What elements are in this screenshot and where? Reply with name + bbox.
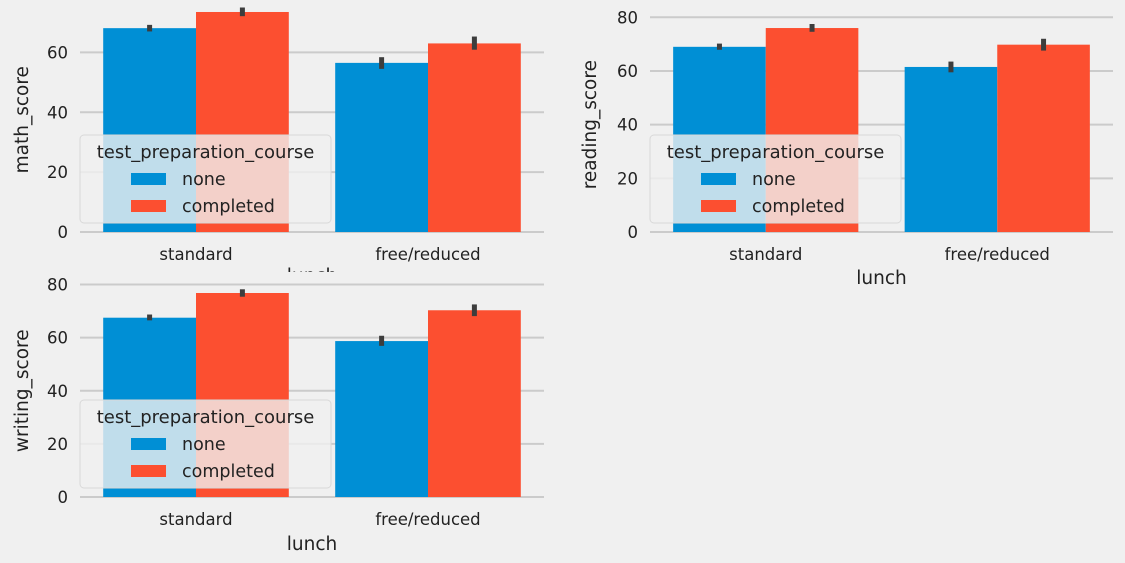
y-tick-label: 60 bbox=[617, 62, 638, 81]
legend-title: test_preparation_course bbox=[97, 142, 315, 163]
legend-label: completed bbox=[182, 197, 275, 217]
chart-panel-3: 0 20 40 60 80 standard free/reduced lunch writin… bbox=[12, 276, 544, 555]
legend-swatch bbox=[131, 438, 166, 450]
x-axis-label: lunch bbox=[856, 268, 907, 289]
legend-title: test_preparation_course bbox=[97, 407, 315, 428]
y-tick-label: 0 bbox=[628, 223, 639, 242]
y-tick-label: 0 bbox=[58, 488, 69, 507]
y-axis-label: reading_score bbox=[580, 60, 601, 189]
bar-none-free/reduced bbox=[335, 62, 428, 233]
x-tick-label: standard bbox=[159, 245, 232, 264]
legend-label: none bbox=[182, 435, 226, 455]
chart-panel-1: 0 20 40 60 standard free/reduced lunch math_sco… bbox=[12, 7, 544, 287]
y-tick-label: 80 bbox=[617, 8, 638, 27]
x-tick-label: free/reduced bbox=[375, 510, 480, 529]
x-tick-label: standard bbox=[729, 245, 802, 264]
bar-completed-free/reduced bbox=[428, 43, 521, 232]
y-tick-label: 40 bbox=[47, 382, 68, 401]
y-tick-label: 60 bbox=[47, 329, 68, 348]
legend-title: test_preparation_course bbox=[667, 142, 885, 163]
y-tick-label: 40 bbox=[617, 116, 638, 135]
y-tick-label: 20 bbox=[47, 435, 68, 454]
y-axis-label: writing_score bbox=[12, 329, 33, 452]
legend-swatch bbox=[131, 465, 166, 477]
legend-swatch bbox=[701, 173, 736, 185]
legend-swatch bbox=[131, 173, 166, 185]
legend-label: none bbox=[182, 170, 226, 190]
chart-panel-2: 0 20 40 60 80 standard free/reduced lunch readin… bbox=[580, 8, 1113, 289]
legend-swatch bbox=[701, 200, 736, 212]
bar-none-free/reduced bbox=[904, 66, 998, 232]
x-tick-label: free/reduced bbox=[375, 245, 480, 264]
x-tick-label: standard bbox=[159, 510, 232, 529]
y-axis-label: math_score bbox=[12, 66, 33, 173]
legend-label: completed bbox=[182, 462, 275, 482]
y-tick-label: 80 bbox=[47, 276, 68, 295]
legend-swatch bbox=[131, 200, 166, 212]
legend-label: none bbox=[752, 170, 796, 190]
legend-label: completed bbox=[752, 197, 845, 217]
y-tick-label: 20 bbox=[617, 169, 638, 188]
y-tick-label: 20 bbox=[47, 163, 68, 182]
y-tick-label: 40 bbox=[47, 103, 68, 122]
x-axis-label: lunch bbox=[287, 534, 338, 555]
y-tick-label: 60 bbox=[47, 43, 68, 62]
x-tick-label: free/reduced bbox=[945, 245, 1050, 264]
bar-none-free/reduced bbox=[335, 341, 428, 497]
bar-completed-free/reduced bbox=[997, 44, 1090, 232]
bar-completed-free/reduced bbox=[428, 310, 521, 497]
y-tick-label: 0 bbox=[58, 223, 69, 242]
x-axis-label: lunch bbox=[287, 266, 338, 287]
